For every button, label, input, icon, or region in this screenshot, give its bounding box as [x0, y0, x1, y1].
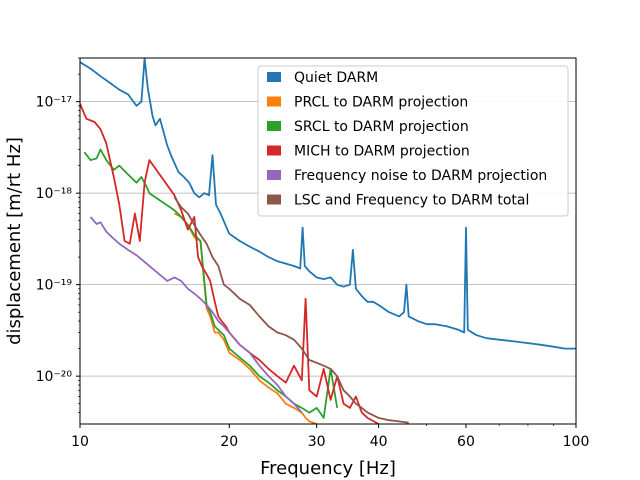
legend-label: Quiet DARM [294, 70, 378, 86]
y-tick-label: 10⁻¹⁷ [36, 95, 72, 111]
legend-swatch [267, 72, 281, 82]
legend: Quiet DARM PRCL to DARM projection SRCL to… [257, 65, 569, 217]
legend-swatch [267, 170, 281, 180]
legend-label: MICH to DARM projection [294, 144, 470, 160]
x-tick-label: 40 [370, 434, 388, 450]
series-line-6 [173, 196, 409, 424]
y-tick-label: 10⁻¹⁸ [36, 186, 73, 202]
legend-box [257, 65, 569, 217]
plot-frame [79, 57, 577, 425]
x-tick-label: 100 [563, 434, 590, 450]
series-line-4 [80, 103, 380, 424]
x-tick-label: 30 [308, 434, 326, 450]
legend-swatch [267, 96, 281, 107]
y-axis-label: displacement [m/rt Hz] [4, 137, 25, 345]
legend-label: Frequency noise to DARM projection [294, 168, 547, 184]
x-tick-label: 60 [457, 434, 475, 450]
series-line-1 [80, 58, 576, 350]
y-axis-ticks: 10⁻²⁰ 10⁻¹⁹ 10⁻¹⁸ 10⁻¹⁷ [36, 95, 80, 385]
legend-label: SRCL to DARM projection [294, 119, 469, 135]
x-tick-label: 10 [71, 434, 89, 450]
x-axis-label: Frequency [Hz] [260, 458, 396, 479]
x-axis-ticks: 10 20 30 40 60 100 [71, 424, 589, 450]
y-tick-label: 10⁻¹⁹ [36, 278, 73, 294]
y-tick-label: 10⁻²⁰ [36, 369, 73, 385]
legend-label: LSC and Frequency to DARM total [294, 193, 529, 209]
legend-label: PRCL to DARM projection [294, 95, 468, 111]
legend-swatch [267, 194, 281, 205]
series-lines [80, 58, 576, 424]
legend-swatch [267, 145, 281, 156]
legend-swatch [267, 121, 281, 131]
x-tick-label: 20 [220, 434, 238, 450]
series-line-5 [89, 216, 303, 414]
